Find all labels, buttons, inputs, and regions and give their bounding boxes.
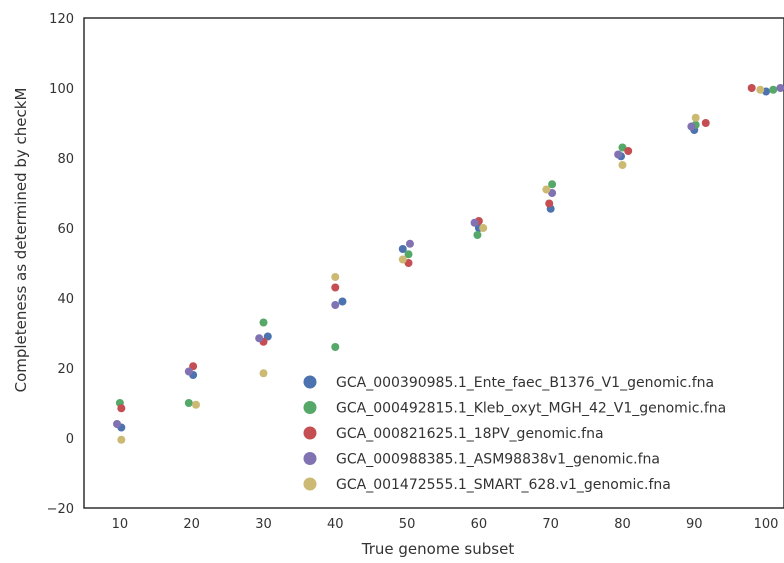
legend-label: GCA_000390985.1_Ente_faec_B1376_V1_genom… <box>336 375 714 391</box>
data-point <box>113 420 121 428</box>
x-axis-title: True genome subset <box>361 540 515 558</box>
data-point <box>614 151 622 159</box>
data-point <box>692 114 700 122</box>
legend-label: GCA_000988385.1_ASM98838v1_genomic.fna <box>336 452 660 468</box>
y-tick-label: 20 <box>57 362 74 377</box>
data-point <box>702 119 710 127</box>
data-point <box>331 273 339 281</box>
legend-marker <box>304 452 317 465</box>
data-point <box>338 298 346 306</box>
legend-label: GCA_000492815.1_Kleb_oxyt_MGH_42_V1_geno… <box>336 401 726 417</box>
data-point <box>748 84 756 92</box>
data-point <box>117 436 125 444</box>
data-point <box>331 301 339 309</box>
x-axis-ticks: 10 20 30 40 50 60 70 80 90 100 <box>112 517 779 532</box>
x-tick-label: 60 <box>471 517 488 532</box>
data-point <box>769 86 777 94</box>
legend-label: GCA_000821625.1_18PV_genomic.fna <box>336 426 604 442</box>
legend-marker <box>304 376 317 389</box>
data-point <box>756 86 764 94</box>
y-tick-label: 60 <box>57 222 74 237</box>
x-tick-label: 80 <box>614 517 631 532</box>
data-point <box>542 186 550 194</box>
y-tick-label: 120 <box>49 12 74 27</box>
data-point <box>399 256 407 264</box>
data-point <box>192 401 200 409</box>
data-point <box>255 334 263 342</box>
data-point <box>259 369 267 377</box>
x-tick-label: 90 <box>686 517 703 532</box>
data-point <box>473 231 481 239</box>
y-axis-title: Completeness as determined by checkM <box>12 88 30 393</box>
x-tick-label: 70 <box>542 517 559 532</box>
data-point <box>331 284 339 292</box>
data-point <box>185 368 193 376</box>
legend-marker <box>304 401 317 414</box>
y-axis-ticks: −20 0 20 40 60 80 100 120 <box>47 12 74 517</box>
x-tick-label: 40 <box>327 517 344 532</box>
y-tick-label: 80 <box>57 152 74 167</box>
legend-marker <box>304 427 317 440</box>
data-point <box>185 399 193 407</box>
x-tick-label: 100 <box>754 517 779 532</box>
legend-label: GCA_001472555.1_SMART_628.v1_genomic.fna <box>336 477 671 493</box>
data-point <box>624 147 632 155</box>
data-point <box>331 343 339 351</box>
x-tick-label: 50 <box>399 517 416 532</box>
legend-marker <box>304 478 317 491</box>
data-point <box>687 123 695 131</box>
data-point <box>117 404 125 412</box>
data-point <box>479 224 487 232</box>
data-point <box>618 161 626 169</box>
x-tick-label: 20 <box>183 517 200 532</box>
x-tick-label: 30 <box>255 517 272 532</box>
data-point <box>545 200 553 208</box>
y-tick-label: 0 <box>66 432 74 447</box>
data-point <box>259 319 267 327</box>
data-point <box>471 219 479 227</box>
y-tick-label: −20 <box>47 502 74 517</box>
y-tick-label: 100 <box>49 82 74 97</box>
x-tick-label: 10 <box>112 517 129 532</box>
data-point <box>406 240 414 248</box>
y-tick-label: 40 <box>57 292 74 307</box>
